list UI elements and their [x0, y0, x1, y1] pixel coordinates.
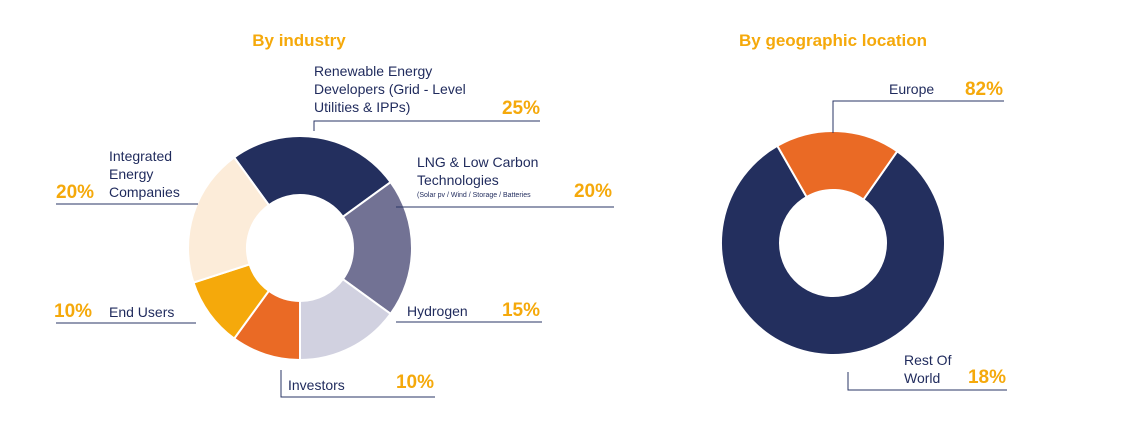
geography-chart-title: By geographic location [739, 31, 927, 50]
value-hydrogen: 15% [502, 300, 540, 321]
value-renewable: 25% [502, 98, 540, 119]
callout-hydrogen: Hydrogen 15% [396, 300, 542, 323]
label-integrated-line3: Companies [109, 184, 180, 200]
label-integrated-line1: Integrated [109, 148, 172, 164]
value-investors: 10% [396, 372, 434, 393]
label-renewable-line1: Renewable Energy [314, 63, 432, 79]
callout-integrated: Integrated Energy Companies 20% [56, 148, 198, 205]
geography-slice-0 [720, 144, 946, 356]
geography-chart: By geographic location Europe 82% Rest O… [720, 31, 1007, 391]
industry-slice-0 [232, 135, 393, 219]
label-renewable-line3: Utilities & IPPs) [314, 99, 410, 115]
label-rest-of-world-line2: World [904, 370, 940, 386]
label-rest-of-world-line1: Rest Of [904, 352, 952, 368]
value-europe: 82% [965, 79, 1003, 100]
geography-donut [720, 130, 946, 356]
leader-line-europe [832, 100, 1004, 133]
callout-lng: LNG & Low Carbon Technologies (Solar pv … [396, 154, 614, 208]
label-lng-line2: Technologies [417, 172, 499, 188]
industry-donut [187, 135, 413, 362]
value-integrated: 20% [56, 182, 94, 203]
industry-slice-1 [341, 180, 413, 316]
callout-renewable: Renewable Energy Developers (Grid - Leve… [313, 63, 540, 131]
label-integrated-line2: Energy [109, 166, 153, 182]
industry-slice-5 [187, 155, 271, 284]
callout-europe: Europe 82% [832, 79, 1004, 133]
label-investors: Investors [288, 377, 345, 393]
industry-chart-title: By industry [252, 31, 346, 50]
label-lng-sublabel: (Solar pv / Wind / Storage / Batteries [417, 192, 531, 199]
value-rest-of-world: 18% [968, 367, 1006, 388]
label-hydrogen: Hydrogen [407, 303, 468, 319]
industry-chart: By industry Renewable Energy Developers … [54, 31, 614, 398]
geography-slice-1 [775, 130, 899, 201]
label-lng-line1: LNG & Low Carbon [417, 154, 538, 170]
callout-rest-of-world: Rest Of World 18% [847, 352, 1007, 391]
value-lng: 20% [574, 181, 612, 202]
leader-line-renewable [313, 120, 540, 131]
callout-investors: Investors 10% [280, 370, 435, 398]
leader-line-investors [280, 370, 435, 398]
leader-line-rest-of-world [847, 372, 1007, 391]
label-renewable-line2: Developers (Grid - Level [314, 81, 466, 97]
value-end-users: 10% [54, 301, 92, 322]
label-end-users: End Users [109, 304, 174, 320]
label-europe: Europe [889, 81, 934, 97]
callout-end-users: End Users 10% [54, 301, 196, 324]
